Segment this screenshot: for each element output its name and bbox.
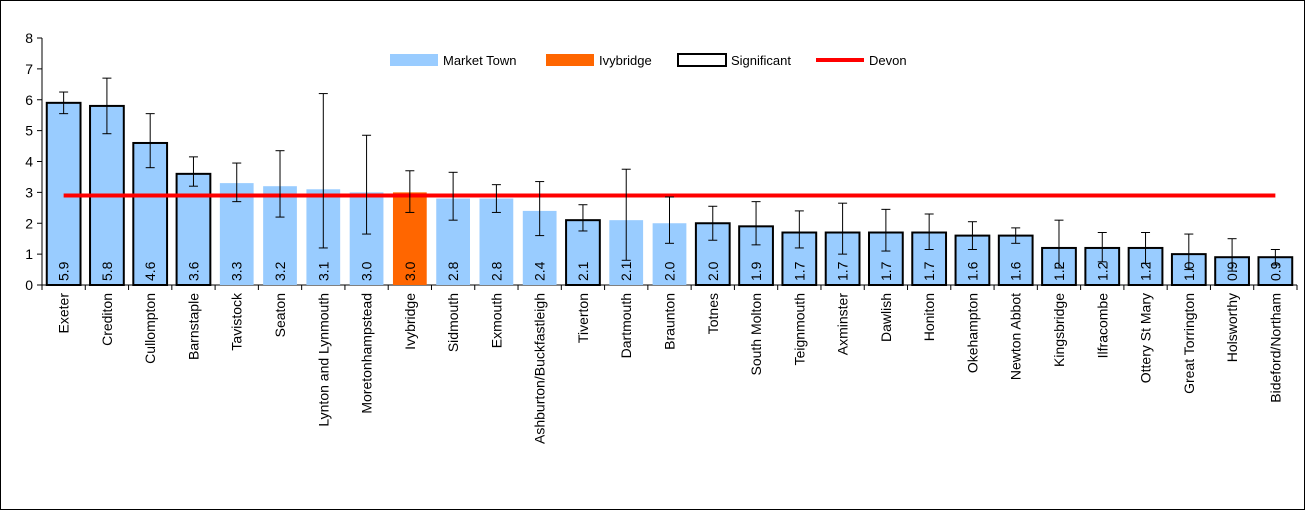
- bar-ottery-st-mary: [1127, 246, 1164, 286]
- x-tick-label: Honiton: [921, 293, 937, 341]
- data-label: 2.1: [618, 261, 634, 281]
- data-label: 3.2: [272, 261, 288, 281]
- x-tick-label: Exeter: [56, 293, 72, 334]
- data-label: 1.6: [1008, 261, 1024, 281]
- data-label: 3.0: [402, 261, 418, 281]
- data-label: 5.9: [56, 261, 72, 281]
- legend-swatch-market-town: [390, 54, 438, 66]
- data-label: 1.2: [1094, 261, 1110, 281]
- x-tick-label: Crediton: [99, 293, 115, 346]
- y-tick-label: 8: [25, 30, 33, 46]
- x-tick-label: Kingsbridge: [1051, 293, 1067, 367]
- x-tick-label: Dartmouth: [618, 293, 634, 358]
- data-label: 1.6: [964, 261, 980, 281]
- x-tick-label: Tiverton: [575, 293, 591, 343]
- x-tick-label: Tavistock: [229, 292, 245, 351]
- legend-swatch-significant: [677, 53, 727, 67]
- x-tick-label: Ivybridge: [402, 293, 418, 350]
- y-tick-label: 7: [25, 61, 33, 77]
- x-tick-label: Ashburton/Buckfastleigh: [532, 293, 548, 444]
- x-tick-label: South Molton: [748, 293, 764, 376]
- legend-label-significant: Significant: [731, 53, 791, 68]
- data-label: 1.2: [1051, 261, 1067, 281]
- data-label: 0.9: [1224, 261, 1240, 281]
- data-label: 2.1: [575, 261, 591, 281]
- x-tick-label: Barnstaple: [185, 293, 201, 360]
- data-label: 0.9: [1267, 261, 1283, 281]
- x-tick-label: Seaton: [272, 293, 288, 337]
- data-label: 2.8: [445, 261, 461, 281]
- x-tick-label: Dawlish: [878, 293, 894, 342]
- bar-cullompton: [132, 141, 169, 286]
- data-label: 1.2: [1138, 261, 1154, 281]
- x-tick-label: Bideford/Northam: [1267, 293, 1283, 403]
- x-tick-label: Sidmouth: [445, 293, 461, 352]
- data-label: 3.6: [185, 261, 201, 281]
- x-tick-label: Ilfracombe: [1094, 293, 1110, 359]
- data-label: 3.1: [315, 261, 331, 281]
- x-tick-label: Exmouth: [488, 293, 504, 348]
- x-tick-label: Moretonhampstead: [359, 293, 375, 414]
- data-label: 3.0: [359, 261, 375, 281]
- data-label: 5.8: [99, 261, 115, 281]
- y-tick-label: 2: [25, 215, 33, 231]
- x-tick-label: Ottery St Mary: [1138, 293, 1154, 383]
- x-tick-label: Braunton: [662, 293, 678, 350]
- data-label: 4.6: [142, 261, 158, 281]
- bar-newton-abbot: [997, 234, 1034, 287]
- x-tick-label: Axminster: [835, 293, 851, 356]
- y-tick-label: 3: [25, 184, 33, 200]
- x-tick-label: Holsworthy: [1224, 293, 1240, 362]
- data-label: 2.0: [662, 261, 678, 281]
- x-tick-label: Lynton and Lynmouth: [315, 293, 331, 427]
- data-label: 1.9: [748, 261, 764, 281]
- x-tick-label: Totnes: [705, 293, 721, 334]
- y-tick-label: 6: [25, 92, 33, 108]
- data-label: 1.7: [835, 261, 851, 281]
- y-tick-label: 4: [25, 154, 33, 170]
- y-tick-label: 5: [25, 123, 33, 139]
- y-tick-label: 0: [25, 277, 33, 293]
- legend-label-ivybridge: Ivybridge: [599, 53, 652, 68]
- bar-barnstaple: [175, 172, 212, 287]
- data-label: 3.3: [229, 261, 245, 281]
- data-label: 2.8: [488, 261, 504, 281]
- x-tick-label: Newton Abbot: [1008, 293, 1024, 380]
- x-tick-label: Okehampton: [964, 293, 980, 373]
- legend-swatch-ivybridge: [546, 54, 594, 66]
- data-label: 1.0: [1181, 261, 1197, 281]
- data-label: 1.7: [878, 261, 894, 281]
- legend-label-market-town: Market Town: [443, 53, 516, 68]
- bar-axminster: [824, 231, 861, 286]
- bar-exmouth: [479, 198, 514, 285]
- x-tick-label: Cullompton: [142, 293, 158, 364]
- data-label: 1.7: [791, 261, 807, 281]
- x-tick-label: Teignmouth: [791, 293, 807, 365]
- data-label: 2.4: [532, 261, 548, 281]
- legend-label-devon: Devon: [869, 53, 907, 68]
- data-label: 2.0: [705, 261, 721, 281]
- y-tick-label: 1: [25, 246, 33, 262]
- data-label: 1.7: [921, 261, 937, 281]
- x-tick-label: Great Torrington: [1181, 293, 1197, 394]
